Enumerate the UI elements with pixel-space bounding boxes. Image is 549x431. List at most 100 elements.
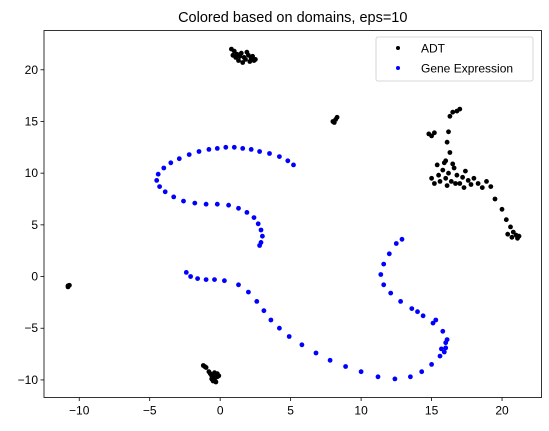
point-gene-expression-1: [285, 158, 291, 164]
point-adt-43: [432, 130, 437, 136]
legend-marker-gene-expression: [396, 66, 400, 70]
point-adt-44: [450, 109, 456, 115]
point-gene-expression-14: [168, 160, 174, 166]
point-adt-74: [461, 185, 467, 191]
point-gene-expression-28: [251, 215, 257, 221]
point-adt-14: [213, 379, 219, 385]
point-gene-expression-73: [415, 309, 420, 315]
point-gene-expression-39: [222, 278, 227, 284]
y-tick-label: 0: [31, 270, 38, 284]
x-axis: −10 −5 0 5 10 15 20: [69, 397, 509, 418]
point-gene-expression-55: [419, 369, 425, 375]
point-gene-expression-37: [203, 277, 209, 282]
point-gene-expression-35: [188, 274, 194, 279]
point-adt-5: [203, 365, 209, 370]
point-gene-expression-20: [171, 194, 177, 200]
point-adt-79: [499, 206, 505, 212]
point-adt-46: [457, 106, 463, 112]
point-gene-expression-56: [429, 362, 434, 367]
chart-title: Colored based on domains, eps=10: [178, 10, 407, 26]
point-gene-expression-11: [196, 149, 202, 154]
point-gene-expression-0: [291, 162, 296, 168]
point-gene-expression-31: [260, 233, 265, 239]
point-gene-expression-13: [176, 156, 182, 162]
point-gene-expression-25: [226, 202, 232, 208]
point-adt-40: [331, 120, 337, 125]
point-adt-82: [510, 229, 516, 235]
point-gene-expression-72: [433, 317, 439, 323]
point-adt-42: [429, 133, 434, 139]
point-gene-expression-10: [206, 147, 212, 152]
point-adt-64: [465, 178, 471, 183]
x-tick-label: −5: [143, 404, 157, 418]
y-tick-label: 10: [25, 166, 39, 180]
point-gene-expression-2: [277, 154, 282, 160]
point-adt-78: [492, 196, 498, 202]
point-gene-expression-75: [439, 346, 444, 352]
y-tick-label: 20: [25, 63, 39, 77]
point-adt-30: [236, 58, 241, 63]
point-adt-67: [475, 181, 481, 186]
point-adt-2: [67, 282, 72, 288]
point-adt-86: [509, 234, 515, 240]
point-gene-expression-33: [257, 243, 262, 248]
x-tick-label: 0: [217, 404, 224, 418]
y-axis: −10 −5 0 5 10 15 20: [18, 63, 44, 387]
point-adt-35: [230, 52, 236, 58]
point-adt-49: [444, 139, 450, 145]
point-gene-expression-38: [212, 277, 217, 282]
point-gene-expression-36: [195, 276, 201, 281]
point-gene-expression-48: [313, 350, 319, 356]
point-gene-expression-64: [398, 299, 403, 304]
point-gene-expression-23: [203, 201, 209, 207]
point-gene-expression-62: [420, 313, 426, 319]
point-gene-expression-51: [358, 369, 364, 375]
x-tick-label: −10: [69, 404, 90, 418]
axes-frame: [43, 30, 542, 398]
point-adt-39: [334, 114, 340, 120]
point-gene-expression-40: [236, 282, 241, 288]
x-tick-label: 10: [354, 404, 368, 418]
point-gene-expression-69: [386, 251, 392, 257]
point-gene-expression-12: [186, 152, 192, 158]
point-gene-expression-65: [388, 290, 394, 296]
point-adt-36: [240, 60, 246, 65]
point-adt-48: [446, 129, 451, 135]
point-adt-18: [216, 373, 222, 379]
points-layer: [65, 46, 522, 385]
point-gene-expression-27: [244, 210, 250, 215]
point-gene-expression-57: [437, 353, 443, 359]
point-gene-expression-76: [443, 340, 449, 346]
point-adt-58: [448, 179, 454, 184]
point-gene-expression-63: [409, 306, 415, 311]
point-adt-73: [453, 181, 458, 186]
point-adt-34: [253, 57, 258, 62]
legend: ADT Gene Expression: [375, 36, 534, 82]
point-adt-75: [434, 162, 440, 168]
point-gene-expression-43: [261, 308, 267, 314]
point-gene-expression-17: [154, 178, 160, 183]
point-adt-23: [238, 50, 244, 56]
point-gene-expression-68: [381, 261, 387, 267]
point-adt-55: [440, 167, 446, 173]
point-adt-32: [247, 59, 253, 64]
x-tick-label: 15: [425, 404, 439, 418]
point-gene-expression-42: [254, 299, 260, 304]
point-gene-expression-9: [214, 146, 220, 151]
legend-label-adt: ADT: [421, 42, 446, 56]
x-tick-label: 20: [495, 404, 509, 418]
point-gene-expression-45: [277, 325, 282, 331]
point-gene-expression-16: [155, 171, 161, 177]
point-adt-62: [460, 174, 465, 180]
point-gene-expression-21: [181, 198, 186, 204]
point-gene-expression-19: [162, 189, 168, 195]
point-gene-expression-29: [255, 221, 261, 227]
point-gene-expression-71: [399, 236, 405, 242]
point-adt-66: [471, 175, 477, 181]
point-adt-69: [484, 179, 489, 184]
point-gene-expression-70: [393, 241, 399, 246]
point-adt-57: [446, 170, 451, 176]
point-adt-76: [441, 160, 447, 166]
legend-box: [375, 36, 534, 82]
